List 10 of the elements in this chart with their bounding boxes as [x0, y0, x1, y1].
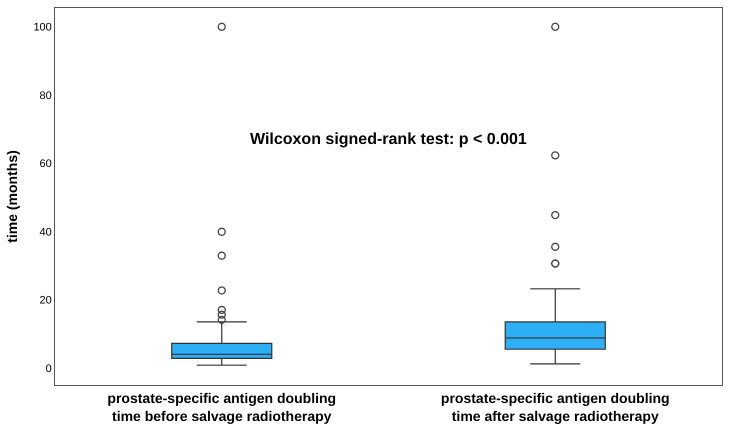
y-tick-label: 0	[46, 362, 52, 375]
y-tick-label: 80	[40, 90, 52, 102]
y-axis-title: time (months)	[4, 150, 20, 243]
y-tick-label: 60	[40, 158, 52, 170]
x-tick-label: prostate-specific antigen doubling time before salvage radiotherapy	[107, 390, 336, 424]
annotation: Wilcoxon signed-rank test: p < 0.001	[250, 131, 527, 148]
x-tick-label: prostate-specific antigen doubling time after salvage radiotherapy	[440, 390, 670, 424]
y-tick-label: 100	[33, 22, 52, 34]
y-tick-label: 20	[40, 294, 52, 307]
y-tick-label: 40	[40, 226, 52, 238]
